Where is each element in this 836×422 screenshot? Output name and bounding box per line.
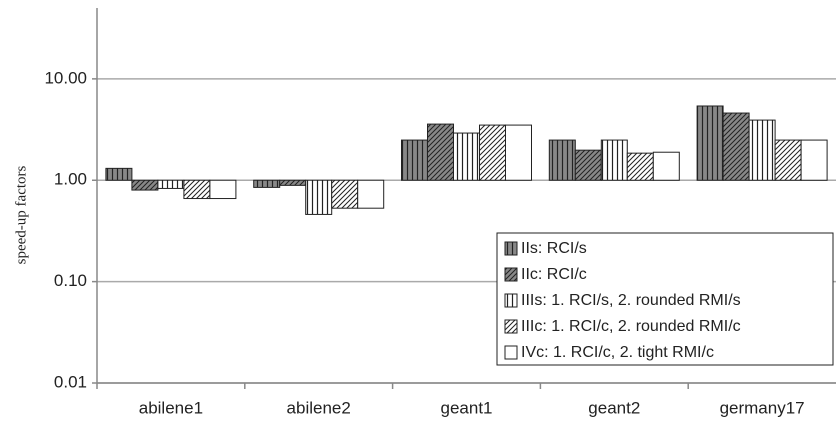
bar xyxy=(131,179,159,191)
legend-label: IIs: RCI/s xyxy=(521,240,587,257)
bar xyxy=(305,179,333,215)
bar xyxy=(105,167,133,181)
legend-label: IIIs: 1. RCI/s, 2. rounded RMI/s xyxy=(521,292,741,309)
x-tick-label: abilene2 xyxy=(287,398,351,417)
bar xyxy=(401,139,428,181)
legend-label: IIc: RCI/c xyxy=(521,266,587,283)
bar xyxy=(253,179,281,188)
bar xyxy=(331,179,359,209)
y-axis-label: speed-up factors xyxy=(13,165,29,264)
x-tick-label: geant2 xyxy=(588,398,640,417)
x-tick-label: geant1 xyxy=(441,398,493,417)
y-tick-label: 0.10 xyxy=(54,271,87,290)
legend-swatch xyxy=(504,319,518,334)
bar xyxy=(183,179,211,200)
legend-label: IIIc: 1. RCI/c, 2. rounded RMI/c xyxy=(521,318,741,335)
bar xyxy=(453,132,480,181)
bar xyxy=(209,179,237,200)
y-tick-label: 1.00 xyxy=(54,170,87,189)
y-tick-label: 0.01 xyxy=(54,372,87,391)
bar xyxy=(626,152,654,181)
legend-swatch xyxy=(504,241,518,256)
bar xyxy=(652,151,680,181)
bar xyxy=(722,112,750,181)
bar xyxy=(748,119,776,181)
y-tick-label: 10.00 xyxy=(44,68,87,87)
bar xyxy=(774,139,802,181)
bar xyxy=(157,179,185,189)
bar xyxy=(600,139,628,181)
bar xyxy=(800,139,828,181)
legend-swatch xyxy=(504,345,518,360)
bar xyxy=(574,149,602,181)
bar xyxy=(505,124,532,181)
legend-swatch xyxy=(504,293,518,308)
bar xyxy=(427,123,454,181)
legend-label: IVc: 1. RCI/c, 2. tight RMI/c xyxy=(521,344,714,361)
x-tick-label: germany17 xyxy=(720,398,805,417)
bar xyxy=(357,179,385,209)
bar xyxy=(279,179,307,186)
bar xyxy=(696,105,724,181)
x-tick-label: abilene1 xyxy=(139,398,203,417)
bar xyxy=(548,139,576,181)
legend-box xyxy=(496,232,834,366)
legend-swatch xyxy=(504,267,518,282)
bar xyxy=(479,124,506,181)
